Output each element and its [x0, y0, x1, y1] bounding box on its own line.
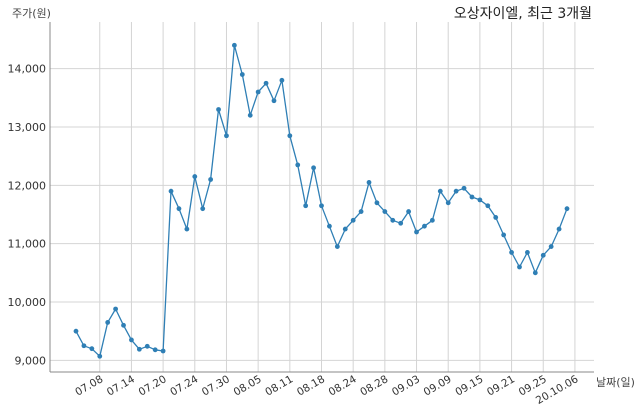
data-point [327, 223, 332, 229]
data-point [311, 165, 316, 171]
data-point [319, 203, 324, 209]
data-point [303, 203, 309, 209]
data-point [532, 270, 538, 276]
data-point [525, 250, 530, 255]
x-tick-label: 09.03 [390, 373, 422, 398]
data-point [517, 264, 522, 270]
data-point [398, 220, 404, 226]
data-point [160, 348, 166, 354]
data-point [97, 353, 103, 359]
data-point [390, 217, 396, 223]
x-tick-label: 08.11 [263, 373, 295, 398]
data-point [81, 343, 87, 349]
x-tick-label: 07.14 [105, 373, 137, 399]
x-tick-label: 09.09 [422, 373, 454, 398]
data-point [548, 244, 554, 249]
x-tick-label: 07.08 [73, 373, 105, 398]
gridlines [50, 22, 594, 372]
data-point [168, 188, 174, 194]
data-point [224, 133, 229, 139]
y-tick-label: 9,000 [15, 354, 47, 367]
data-point [239, 72, 245, 77]
data-point [501, 232, 507, 238]
data-point [200, 206, 206, 212]
data-point [129, 337, 134, 343]
data-point [287, 133, 293, 139]
x-tick-label: 09.21 [485, 373, 517, 398]
data-point [121, 322, 126, 328]
y-axis-ticks: 9,000 10,000 11,000 12,000 13,000 14,000 [8, 63, 47, 368]
data-point [342, 226, 348, 232]
axes [49, 22, 594, 373]
data-point [192, 174, 198, 179]
data-point [477, 197, 483, 203]
data-point [540, 252, 546, 258]
data-point [144, 343, 150, 349]
data-point [231, 42, 237, 48]
data-point [445, 200, 451, 206]
data-point [382, 209, 388, 214]
y-tick-label: 10,000 [8, 296, 47, 309]
data-point [556, 226, 562, 232]
x-tick-label: 09.15 [453, 373, 485, 398]
x-tick-label: 08.18 [295, 373, 327, 398]
data-point [422, 223, 427, 229]
data-point [279, 77, 285, 83]
y-tick-label: 12,000 [8, 179, 47, 192]
data-point [374, 200, 380, 206]
data-point [358, 209, 364, 214]
data-point [414, 229, 419, 235]
x-tick-label: 07.30 [200, 373, 232, 398]
data-point [184, 226, 190, 232]
data-point [406, 209, 412, 214]
y-tick-label: 14,000 [8, 63, 47, 76]
x-tick-label: 08.05 [232, 373, 264, 398]
data-point [429, 217, 435, 223]
x-tick-label: 07.24 [168, 373, 200, 399]
data-point [437, 188, 443, 194]
data-point [493, 215, 499, 220]
data-point [366, 180, 372, 185]
data-point [136, 346, 142, 352]
data-point [453, 188, 459, 194]
x-tick-label: 08.24 [327, 373, 359, 399]
data-point [485, 203, 491, 209]
data-point [334, 244, 340, 249]
chart-title: 오상자이엘, 최근 3개월 [454, 6, 592, 22]
data-point [113, 306, 118, 312]
data-point [73, 328, 79, 334]
data-point [461, 185, 467, 191]
data-point [255, 89, 261, 95]
data-point [469, 194, 475, 200]
data-point [208, 177, 214, 182]
x-tick-label: 07.20 [137, 373, 169, 398]
data-point [271, 98, 277, 104]
data-point [564, 206, 570, 212]
data-point [89, 346, 95, 352]
data-point [295, 162, 301, 168]
y-axis-label: 주가(원) [12, 7, 51, 20]
y-tick-label: 11,000 [8, 238, 47, 251]
data-point [216, 107, 221, 112]
data-point [509, 250, 514, 255]
data-point [350, 217, 356, 223]
data-point [263, 80, 269, 86]
x-axis-label: 날짜(일) [596, 375, 635, 389]
price-series [73, 42, 570, 359]
data-point [105, 320, 111, 325]
data-point [176, 206, 182, 212]
x-axis-ticks: 07.08 07.14 07.20 07.24 07.30 08.05 08.11 08.18… [73, 373, 580, 407]
data-point [247, 112, 253, 118]
data-point [152, 347, 158, 353]
y-tick-label: 13,000 [8, 121, 47, 134]
x-tick-label: 08.28 [358, 373, 390, 398]
